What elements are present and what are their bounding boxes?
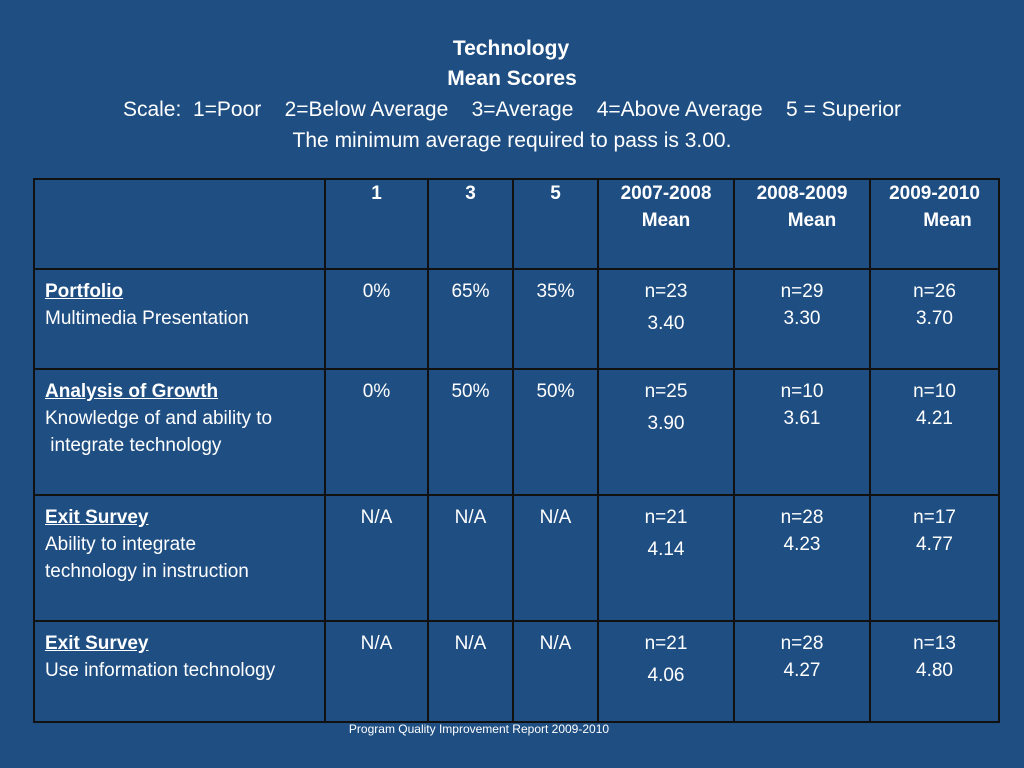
mean-2008-2009: n=29 3.30 [733, 268, 871, 370]
row-label-cell: Exit Survey Use information technology [33, 620, 326, 723]
mean-value: 3.70 [916, 308, 953, 329]
row-description: integrate technology [45, 435, 222, 456]
mean-2009-2010: n=17 4.77 [869, 494, 1000, 622]
pct-score-5: 50% [512, 368, 599, 496]
pct-score-1: N/A [324, 494, 429, 622]
mean-2008-2009: n=28 4.27 [733, 620, 871, 723]
sample-size: n=10 [913, 381, 956, 402]
mean-2008-2009: n=28 4.23 [733, 494, 871, 622]
row-label-cell: Analysis of Growth Knowledge of and abil… [33, 368, 326, 496]
pct-score-5: N/A [512, 494, 599, 622]
mean-value: 4.06 [647, 665, 685, 686]
row-label-cell: Portfolio Multimedia Presentation [33, 268, 326, 370]
mean-2009-2010: n=13 4.80 [869, 620, 1000, 723]
mean-value: 3.61 [783, 408, 821, 429]
scores-table: 1 3 5 2007-2008 Mean 2008-2009 Mean 2009… [33, 178, 1000, 723]
row-category: Analysis of Growth [45, 381, 219, 402]
sample-size: n=21 [644, 633, 688, 654]
header-empty-cell [33, 178, 326, 270]
mean-value: 4.14 [647, 539, 685, 560]
pct-score-1: 0% [324, 268, 429, 370]
row-category: Exit Survey [45, 633, 149, 654]
header-year: 2007-2008 [620, 183, 712, 204]
header-2008-2009-mean: 2008-2009 Mean [733, 178, 871, 270]
pct-score-1: N/A [324, 620, 429, 723]
mean-value: 3.30 [783, 308, 821, 329]
pct-score-1: 0% [324, 368, 429, 496]
minimum-requirement: The minimum average required to pass is … [292, 129, 732, 152]
sample-size: n=13 [913, 633, 956, 654]
pct-score-5: N/A [512, 620, 599, 723]
sample-size: n=29 [780, 281, 824, 302]
mean-2009-2010: n=10 4.21 [869, 368, 1000, 496]
mean-2007-2008: n=23 3.40 [597, 268, 735, 370]
header-label: 1 [371, 183, 382, 204]
sample-size: n=26 [913, 281, 956, 302]
sample-size: n=21 [644, 507, 688, 528]
header-label: 3 [465, 183, 476, 204]
row-category: Portfolio [45, 281, 124, 302]
header-label: 5 [550, 183, 561, 204]
table-row: Analysis of Growth Knowledge of and abil… [33, 368, 1000, 496]
row-category: Exit Survey [45, 507, 149, 528]
header-score-5: 5 [512, 178, 599, 270]
pct-score-3: 50% [427, 368, 514, 496]
footer-text: Program Quality Improvement Report 2009-… [348, 722, 610, 736]
row-description: technology in instruction [45, 561, 249, 582]
header-score-1: 1 [324, 178, 429, 270]
pct-score-3: N/A [427, 620, 514, 723]
header-year: 2009-2010 [889, 183, 980, 204]
header-2007-2008-mean: 2007-2008 Mean [597, 178, 735, 270]
header-year: 2008-2009 [756, 183, 848, 204]
mean-2007-2008: n=21 4.06 [597, 620, 735, 723]
sample-size: n=10 [780, 381, 824, 402]
mean-value: 3.90 [647, 413, 685, 434]
table-row: Portfolio Multimedia Presentation 0% 65%… [33, 268, 1000, 370]
scale-legend: Scale: 1=Poor 2=Below Average 3=Average … [122, 98, 902, 121]
mean-2007-2008: n=21 4.14 [597, 494, 735, 622]
sample-size: n=17 [913, 507, 956, 528]
mean-value: 3.40 [647, 313, 685, 334]
title-block: Technology Mean Scores Scale: 1=Poor 2=B… [0, 34, 1024, 156]
mean-value: 4.77 [916, 534, 953, 555]
sample-size: n=28 [780, 507, 824, 528]
pct-score-3: 65% [427, 268, 514, 370]
slide-title: Technology [452, 37, 570, 60]
pct-score-3: N/A [427, 494, 514, 622]
table-header-row: 1 3 5 2007-2008 Mean 2008-2009 Mean 2009… [33, 178, 1000, 270]
row-label-cell: Exit Survey Ability to integrate technol… [33, 494, 326, 622]
mean-2009-2010: n=26 3.70 [869, 268, 1000, 370]
mean-2007-2008: n=25 3.90 [597, 368, 735, 496]
row-description: Use information technology [45, 660, 276, 681]
mean-value: 4.21 [916, 408, 953, 429]
mean-value: 4.27 [783, 660, 821, 681]
sample-size: n=23 [644, 281, 688, 302]
sample-size: n=28 [780, 633, 824, 654]
row-description: Knowledge of and ability to [45, 408, 273, 429]
mean-value: 4.23 [783, 534, 821, 555]
table-row: Exit Survey Use information technology N… [33, 620, 1000, 723]
row-description: Multimedia Presentation [45, 308, 249, 329]
mean-value: 4.80 [916, 660, 953, 681]
table-row: Exit Survey Ability to integrate technol… [33, 494, 1000, 622]
pct-score-5: 35% [512, 268, 599, 370]
mean-2008-2009: n=10 3.61 [733, 368, 871, 496]
slide-subtitle: Mean Scores [447, 67, 577, 90]
header-score-3: 3 [427, 178, 514, 270]
header-mean: Mean [641, 210, 691, 231]
sample-size: n=25 [644, 381, 688, 402]
header-2009-2010-mean: 2009-2010 Mean [869, 178, 1000, 270]
header-mean: Mean [923, 210, 972, 231]
row-description: Ability to integrate [45, 534, 197, 555]
header-mean: Mean [787, 210, 837, 231]
